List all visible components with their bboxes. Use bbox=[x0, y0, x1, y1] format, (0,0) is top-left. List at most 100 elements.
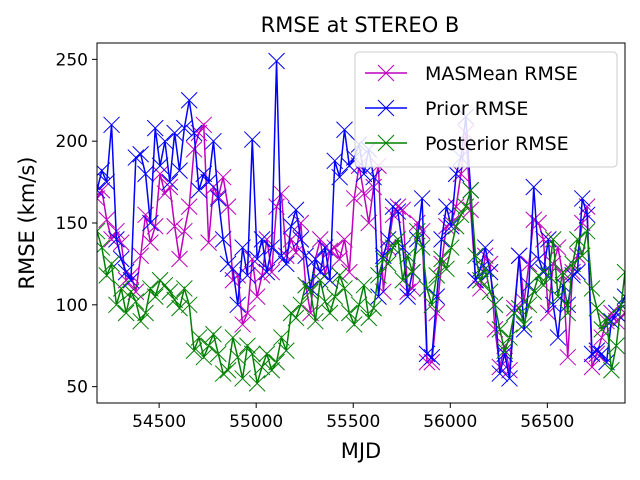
data-point bbox=[224, 329, 242, 346]
data-point bbox=[452, 206, 470, 224]
data-point bbox=[394, 239, 412, 256]
data-point bbox=[336, 121, 353, 139]
data-point bbox=[423, 353, 441, 371]
data-point bbox=[593, 345, 611, 363]
data-point bbox=[578, 206, 596, 224]
data-point bbox=[132, 247, 150, 265]
data-point bbox=[399, 247, 416, 265]
data-point bbox=[340, 304, 358, 322]
data-point bbox=[447, 217, 465, 235]
data-point bbox=[476, 239, 494, 256]
data-point bbox=[209, 190, 227, 207]
data-point bbox=[457, 198, 475, 215]
legend-marker-icon bbox=[377, 99, 395, 117]
data-point bbox=[355, 165, 373, 183]
data-point bbox=[408, 231, 426, 248]
x-tick-label: 54500 bbox=[132, 412, 186, 432]
data-point bbox=[292, 214, 310, 232]
data-point bbox=[360, 214, 378, 232]
data-point bbox=[103, 116, 120, 134]
data-point bbox=[248, 375, 266, 392]
data-point bbox=[180, 91, 198, 109]
data-point bbox=[476, 260, 494, 278]
data-point bbox=[433, 250, 450, 268]
data-point bbox=[263, 361, 281, 379]
data-point bbox=[248, 288, 266, 305]
data-point bbox=[97, 181, 111, 199]
data-point bbox=[530, 214, 547, 232]
data-point bbox=[345, 190, 363, 207]
x-axis: 54500 55000 55500 56000 56500 bbox=[132, 403, 574, 432]
legend-entry: Prior RMSE bbox=[365, 98, 528, 120]
series-line-2 bbox=[97, 190, 625, 384]
data-point bbox=[258, 345, 276, 363]
data-point bbox=[321, 242, 339, 260]
data-point bbox=[175, 119, 193, 137]
data-point bbox=[438, 260, 455, 278]
data-point bbox=[501, 329, 518, 346]
data-point bbox=[297, 276, 315, 294]
data-point bbox=[248, 250, 266, 268]
data-point bbox=[535, 276, 552, 294]
data-point bbox=[171, 299, 188, 317]
data-point bbox=[273, 247, 290, 265]
data-point bbox=[428, 304, 446, 322]
data-point bbox=[379, 239, 397, 256]
data-point bbox=[472, 271, 489, 289]
data-point bbox=[243, 345, 261, 363]
data-point bbox=[214, 168, 232, 186]
x-tick-label: 56500 bbox=[520, 412, 574, 432]
y-tick-label: 200 bbox=[56, 132, 88, 152]
data-point bbox=[583, 345, 601, 363]
data-point bbox=[234, 370, 251, 387]
data-point bbox=[428, 267, 446, 284]
x-tick-label: 56000 bbox=[423, 412, 477, 432]
data-point bbox=[326, 288, 344, 305]
data-point bbox=[501, 370, 518, 387]
y-axis-label: RMSE (km/s) bbox=[15, 156, 39, 289]
data-point bbox=[472, 280, 489, 297]
data-point bbox=[98, 267, 116, 284]
data-point bbox=[394, 201, 412, 219]
data-point bbox=[127, 149, 145, 166]
data-point bbox=[559, 304, 577, 322]
data-point bbox=[156, 132, 174, 150]
data-point bbox=[520, 255, 538, 273]
data-point bbox=[491, 321, 509, 338]
data-point bbox=[316, 239, 334, 256]
data-point bbox=[389, 231, 407, 248]
data-point bbox=[190, 181, 208, 199]
data-point bbox=[142, 214, 159, 232]
y-tick-label: 50 bbox=[66, 378, 88, 398]
data-point bbox=[481, 283, 499, 301]
data-point bbox=[462, 201, 480, 219]
legend-box bbox=[354, 51, 618, 168]
data-point bbox=[433, 231, 450, 248]
data-point bbox=[166, 124, 184, 142]
y-axis: 50 100 150 200 250 bbox=[56, 50, 97, 398]
data-point bbox=[200, 337, 217, 355]
data-point bbox=[137, 165, 154, 183]
data-point bbox=[331, 250, 349, 268]
data-point bbox=[151, 165, 169, 183]
data-point bbox=[360, 309, 378, 327]
data-point bbox=[243, 131, 261, 148]
data-point bbox=[467, 271, 484, 289]
data-point bbox=[180, 198, 198, 215]
data-point bbox=[607, 304, 625, 322]
data-point bbox=[603, 312, 620, 330]
plot-area bbox=[97, 52, 625, 392]
data-point bbox=[593, 321, 611, 338]
data-point bbox=[336, 231, 353, 248]
data-point bbox=[510, 247, 528, 265]
data-point bbox=[224, 260, 242, 278]
data-point bbox=[496, 342, 514, 359]
legend-entry: Posterior RMSE bbox=[365, 133, 569, 155]
data-point bbox=[418, 345, 436, 363]
data-point bbox=[229, 348, 247, 366]
data-point bbox=[142, 280, 159, 297]
data-point bbox=[214, 365, 232, 382]
data-point bbox=[297, 247, 315, 265]
data-point bbox=[263, 239, 281, 256]
